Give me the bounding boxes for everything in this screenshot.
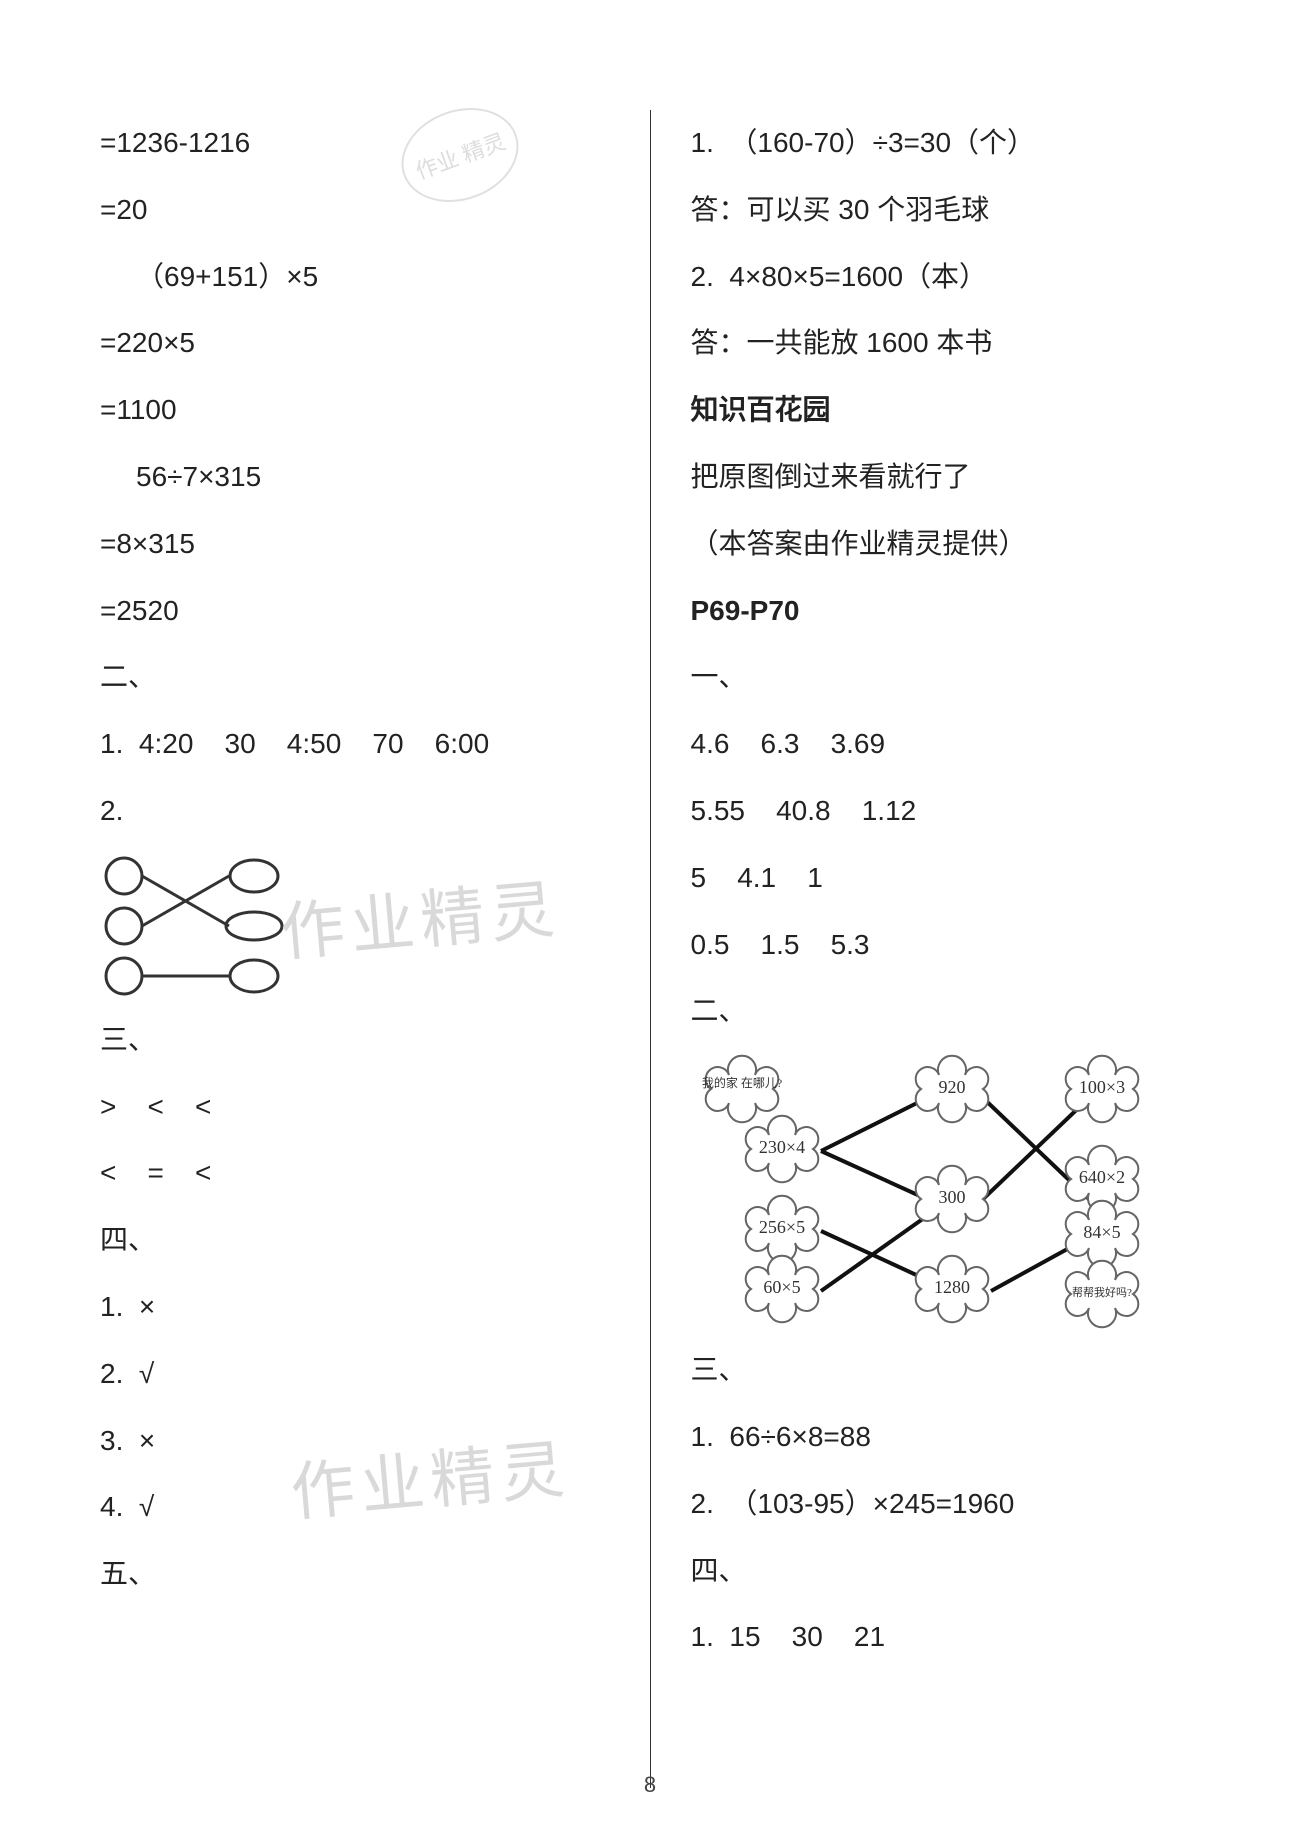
section-heading-4b: 四、 (691, 1549, 1201, 1594)
answer-line: 1. （160-70）÷3=30（个） (691, 121, 1201, 166)
page-number: 8 (644, 1772, 656, 1798)
calc-line: =220×5 (100, 321, 610, 366)
calc-line: 56÷7×315 (100, 455, 610, 500)
svg-text:640×2: 640×2 (1078, 1167, 1124, 1187)
answer-row: 5 4.1 1 (691, 856, 1201, 901)
answer-line: （本答案由作业精灵提供） (691, 522, 1201, 567)
answer-line: 1. 15 30 21 (691, 1615, 1201, 1660)
answer-line: 1. 66÷6×8=88 (691, 1415, 1201, 1460)
answer-line: 答：一共能放 1600 本书 (691, 321, 1201, 366)
svg-text:我的家 在哪儿?: 我的家 在哪儿? (701, 1075, 781, 1090)
judge-line: 1. × (100, 1285, 610, 1330)
answer-line: 1. 4:20 30 4:50 70 6:00 (100, 722, 610, 767)
svg-text:256×5: 256×5 (758, 1217, 804, 1237)
calc-line: =8×315 (100, 522, 610, 567)
section-heading-5: 五、 (100, 1552, 610, 1597)
answer-row: 0.5 1.5 5.3 (691, 923, 1201, 968)
section-heading-2: 二、 (100, 655, 610, 700)
answer-line: 2. （103-95）×245=1960 (691, 1482, 1201, 1527)
svg-text:300: 300 (938, 1187, 965, 1207)
matching-diagram-1 (94, 851, 304, 1001)
judge-line: 2. √ (100, 1352, 610, 1397)
answer-row: 4.6 6.3 3.69 (691, 722, 1201, 767)
page-range: P69-P70 (691, 589, 1201, 634)
calc-line: （69+151）×5 (100, 255, 610, 300)
answer-line: 2. (100, 789, 610, 834)
svg-text:60×5: 60×5 (763, 1277, 800, 1297)
section-heading-knowledge: 知识百花园 (691, 388, 1201, 433)
svg-text:帮帮我好吗?: 帮帮我好吗? (1072, 1285, 1132, 1299)
matching-diagram-2: 我的家 在哪儿? 920 100×3 230×4 640×2 300 256×5… (691, 1051, 1191, 1331)
svg-text:920: 920 (938, 1077, 965, 1097)
calc-line: =2520 (100, 589, 610, 634)
svg-text:100×3: 100×3 (1078, 1077, 1124, 1097)
svg-text:230×4: 230×4 (758, 1137, 804, 1157)
section-heading-4: 四、 (100, 1218, 610, 1263)
calc-line: =20 (100, 188, 610, 233)
answer-line: 把原图倒过来看就行了 (691, 455, 1201, 500)
section-heading-2b: 二、 (691, 989, 1201, 1034)
answer-line: 答：可以买 30 个羽毛球 (691, 188, 1201, 233)
answer-line: 2. 4×80×5=1600（本） (691, 255, 1201, 300)
answer-row: 5.55 40.8 1.12 (691, 789, 1201, 834)
compare-line: > < < (100, 1085, 610, 1130)
svg-text:84×5: 84×5 (1083, 1222, 1120, 1242)
judge-line: 4. √ (100, 1485, 610, 1530)
calc-line: =1236-1216 (100, 121, 610, 166)
section-heading-3b: 三、 (691, 1348, 1201, 1393)
section-heading-1b: 一、 (691, 655, 1201, 700)
judge-line: 3. × (100, 1419, 610, 1464)
right-column: 1. （160-70）÷3=30（个） 答：可以买 30 个羽毛球 2. 4×8… (651, 110, 1201, 1788)
calc-line: =1100 (100, 388, 610, 433)
svg-text:1280: 1280 (934, 1277, 970, 1297)
section-heading-3: 三、 (100, 1018, 610, 1063)
page-container: =1236-1216 =20 （69+151）×5 =220×5 =1100 5… (0, 0, 1300, 1838)
compare-line: < = < (100, 1151, 610, 1196)
left-column: =1236-1216 =20 （69+151）×5 =220×5 =1100 5… (100, 110, 651, 1788)
